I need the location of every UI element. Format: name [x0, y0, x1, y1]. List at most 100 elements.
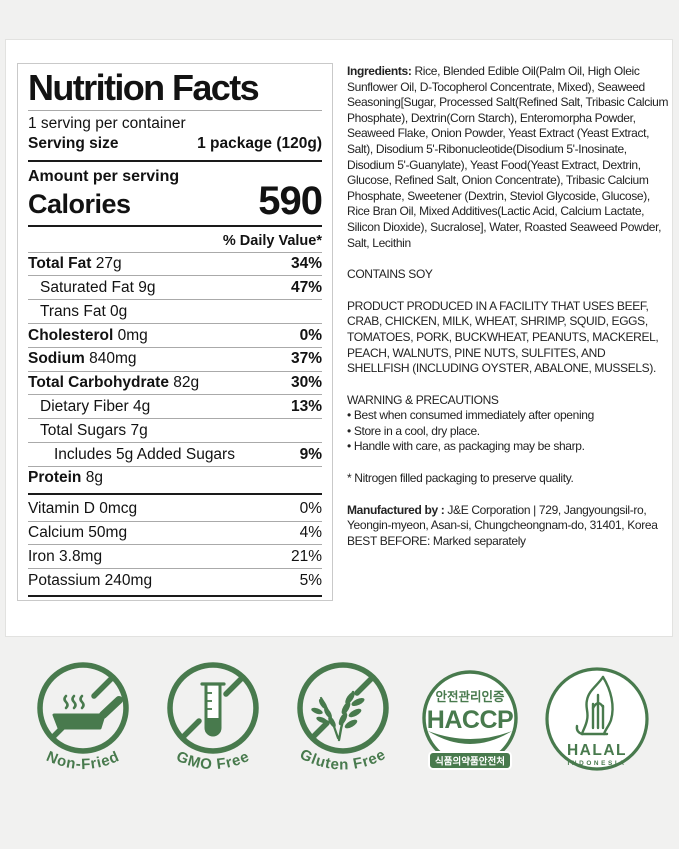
nutrient-amount: 7g [126, 421, 148, 439]
nutrient-row: Cholesterol 0mg 0% [28, 323, 322, 347]
nutrient-row: Protein 8g [28, 465, 322, 490]
nutrient-row: Total Carbohydrate 82g 30% [28, 370, 322, 395]
nutrient-amount: 0mg [113, 326, 148, 344]
nutrient-dv: 47% [290, 278, 322, 296]
nutrient-amount: 840mg [84, 350, 137, 368]
nutrition-facts-title: Nutrition Facts [28, 67, 260, 108]
nutrient-name: Total Sugars [40, 421, 127, 439]
nutrient-amount: 8g [81, 469, 103, 487]
vitamin-row: Calcium 50mg 4% [28, 520, 322, 545]
vitamin-row: Potassium 240mg 5% [28, 568, 322, 592]
gluten-free-badge: Gluten Free [296, 662, 389, 774]
manufactured-by-label: Manufactured by : [347, 502, 445, 517]
serving-size-row: Serving size 1 package (120g) [28, 134, 322, 157]
warning-item: • Best when consumed immediately after o… [347, 408, 594, 423]
nutrient-row: Trans Fat 0g [28, 299, 322, 323]
halal-title: HALAL [566, 742, 626, 759]
serving-size-value: 1 package (120g) [197, 134, 322, 152]
vitamin-row: Iron 3.8mg 21% [28, 544, 322, 568]
nutrient-amount: 9g [133, 278, 156, 296]
ingredients-paragraph: Ingredients: Rice, Blended Edible Oil(Pa… [347, 64, 669, 251]
test-tube-icon [199, 682, 226, 737]
nutrient-name: Total Carbohydrate [28, 374, 169, 392]
nutrient-row: Saturated Fat 9g 47% [28, 275, 322, 299]
nutrient-dv: 9% [299, 445, 322, 463]
halal-subtitle: INDONESIA [567, 760, 626, 767]
warning-item: • Handle with care, as packaging may be … [347, 439, 585, 454]
nutrient-amount: 82g [168, 374, 200, 392]
manufactured-by-text: J&E Corporation | 729, Jangyoungsil-ro, … [347, 502, 658, 533]
facility-statement: PRODUCT PRODUCED IN A FACILITY THAT USES… [347, 298, 659, 376]
amount-per-serving-label: Amount per serving [28, 167, 180, 185]
frying-pan-icon [52, 694, 123, 730]
gmo-free-badge: GMO Free [166, 662, 259, 773]
halal-badge: HALAL INDONESIA [544, 667, 649, 771]
calories-value: 590 [258, 178, 323, 223]
vitamin-name: Vitamin D 0mcg [28, 500, 138, 518]
vitamin-dv: 0% [299, 500, 322, 518]
steam-icon [62, 694, 85, 710]
warning-title: WARNING & PRECAUTIONS [347, 392, 499, 407]
nutrient-row: Sodium 840mg 37% [28, 346, 322, 371]
nutrient-name: Protein [28, 469, 82, 487]
haccp-banner-text: 식품의약품안전처 [435, 756, 505, 768]
vitamin-row: Vitamin D 0mcg 0% [28, 498, 322, 521]
nutrient-name: Sodium [28, 350, 85, 368]
vitamin-name: Potassium 240mg [28, 571, 153, 589]
contains-statement: CONTAINS SOY [347, 267, 433, 282]
nutrient-dv: 30% [290, 374, 322, 392]
haccp-seal: 안전관리인증 HACCP 식품의약품안전처 [421, 670, 518, 770]
manufacturer-block: Manufactured by : J&E Corporation | 729,… [347, 503, 669, 550]
nutrient-dv: 0% [299, 326, 322, 344]
nutrient-amount: 4g [128, 397, 151, 415]
gunungan-icon [575, 675, 614, 736]
nutrient-dv: 13% [290, 397, 322, 415]
divider [28, 109, 322, 111]
daily-value-footnote: * The % Daily Value (DV) tells you how m… [28, 600, 322, 601]
daily-value-header: % Daily Value* [222, 232, 322, 249]
nutrient-amount: 27g [91, 255, 122, 273]
nutrient-dv: 34% [290, 255, 322, 273]
product-info-column: Ingredients: Rice, Blended Edible Oil(Pa… [347, 64, 669, 565]
nutrition-facts-panel: Nutrition Facts 1 serving per container … [17, 63, 333, 601]
nutrient-name: Trans Fat [40, 302, 106, 320]
ingredients-text: Rice, Blended Edible Oil(Palm Oil, High … [347, 64, 669, 250]
haccp-banner [427, 751, 512, 770]
nutrient-name: Saturated Fat [40, 278, 134, 296]
divider-thick [28, 492, 322, 495]
nutrient-row: Includes 5g Added Sugars 9% [28, 442, 322, 466]
nutrient-row: Dietary Fiber 4g 13% [28, 394, 322, 418]
haccp-top-text: 안전관리인증 [435, 689, 505, 704]
divider-thick [28, 594, 322, 597]
vitamin-dv: 21% [290, 547, 322, 565]
servings-per-container: 1 serving per container [28, 114, 186, 132]
best-before: BEST BEFORE: Marked separately [347, 533, 526, 548]
ingredients-label: Ingredients: [347, 64, 412, 78]
calories-row: Calories 590 [28, 178, 323, 223]
nutrient-dv: 37% [290, 350, 322, 368]
vitamin-dv: 5% [299, 571, 322, 589]
nutrient-amount: 0g [105, 302, 128, 320]
prohibition-circle [296, 662, 389, 754]
prohibition-circle [166, 662, 259, 754]
wheat-icon [310, 690, 364, 742]
nitrogen-note: * Nitrogen filled packaging to preserve … [347, 471, 574, 486]
nutrient-row: Total Sugars 7g [28, 418, 322, 442]
certification-badges: Non-Fried GMO Free [0, 658, 679, 808]
warning-block: WARNING & PRECAUTIONS • Best when consum… [347, 393, 669, 455]
haccp-badge: 안전관리인증 HACCP 식품의약품안전처 [421, 670, 518, 770]
haccp-title: HACCP [426, 706, 512, 734]
vitamin-name: Iron 3.8mg [28, 547, 103, 565]
nutrient-name: Cholesterol [28, 326, 114, 344]
vitamin-name: Calcium 50mg [28, 524, 128, 542]
prohibition-circle [36, 662, 129, 754]
nutrient-name: Total Fat [28, 255, 92, 273]
nutrient-name: Dietary Fiber [40, 397, 129, 415]
halal-seal: HALAL INDONESIA [544, 667, 649, 771]
non-fried-badge: Non-Fried [36, 662, 129, 773]
haccp-swoosh [427, 731, 512, 744]
divider-thick [28, 159, 322, 162]
calories-label: Calories [28, 188, 131, 219]
serving-size-label: Serving size [28, 134, 119, 152]
warning-item: • Store in a cool, dry place. [347, 423, 480, 438]
